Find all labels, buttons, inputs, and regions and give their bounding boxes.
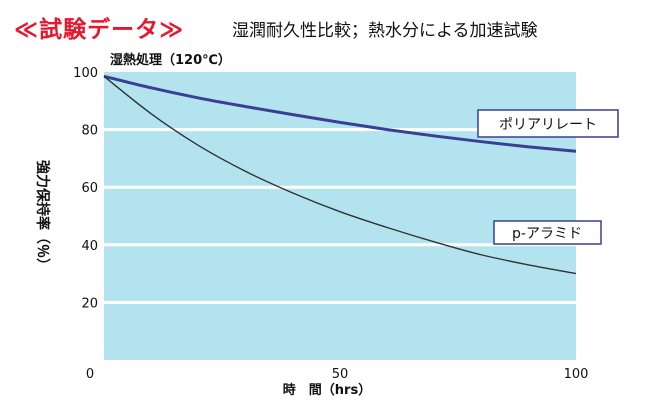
y-tick-label-80: 80 — [81, 124, 98, 139]
x-tick-label-0: 0 — [86, 367, 94, 382]
y-tick-label-100: 100 — [73, 66, 98, 81]
x-tick-label-50: 50 — [332, 367, 349, 382]
y-tick-label-40: 40 — [81, 239, 98, 254]
page-title: ≪試験データ≫ — [14, 17, 185, 43]
y-axis-label: 強力保持率（％） — [34, 160, 51, 272]
series-line-p-aramid — [103, 75, 577, 275]
legend-box-p-aramid: p-アラミド — [493, 220, 602, 245]
series-line-polyarylate — [103, 74, 577, 153]
condition-label: 湿熱処理（120℃） — [110, 52, 231, 68]
y-axis-ticks: 20 40 60 80 100 — [73, 66, 98, 311]
x-axis-label: 時 間（hrs） — [283, 382, 371, 398]
x-tick-label-100: 100 — [564, 367, 589, 382]
y-tick-label-60: 60 — [81, 181, 98, 196]
y-tick-label-20: 20 — [81, 296, 98, 311]
legend-label-p-aramid: p-アラミド — [512, 226, 582, 242]
page-subtitle: 湿潤耐久性比較；熱水分による加速試験 — [232, 21, 538, 41]
series-lines — [103, 74, 577, 275]
legend-box-polyarylate: ポリアリレート — [477, 109, 619, 138]
legend-label-polyarylate: ポリアリレート — [499, 117, 597, 133]
x-axis-ticks: 0 50 100 — [86, 367, 589, 382]
